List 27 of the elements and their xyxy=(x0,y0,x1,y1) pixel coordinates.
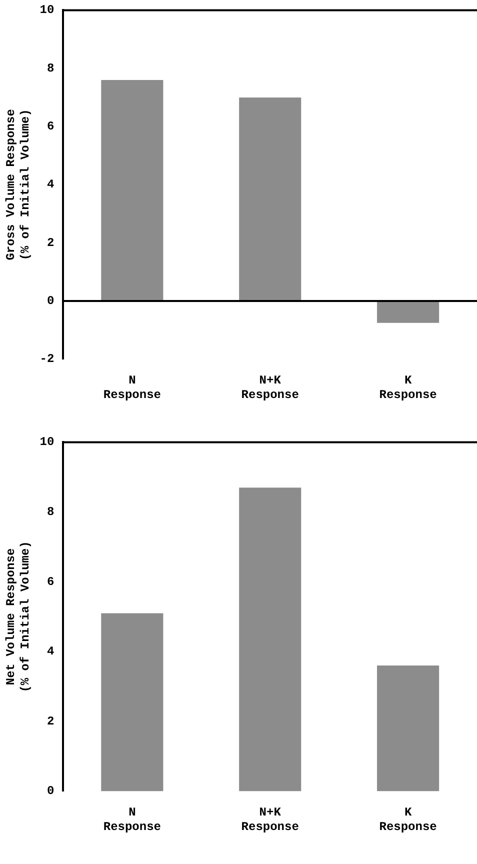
y-tick-label: 2 xyxy=(47,236,54,250)
y-tick-label: 2 xyxy=(47,714,54,728)
y-tick-label: -2 xyxy=(40,352,54,366)
y-tick-label: 0 xyxy=(47,784,54,798)
bar xyxy=(101,613,164,792)
bar xyxy=(101,80,164,302)
y-axis-title: Gross Volume Response (% of Initial Volume) xyxy=(4,109,33,260)
bar xyxy=(377,666,440,792)
x-tick-label: K Response xyxy=(379,805,437,834)
y-tick-label: 10 xyxy=(40,435,54,450)
y-tick-label: 8 xyxy=(47,61,54,76)
x-tick-label: N+K Response xyxy=(241,373,299,402)
x-tick-label: N+K Response xyxy=(241,805,299,834)
y-tick-label: 8 xyxy=(47,505,54,520)
x-tick-label: N Response xyxy=(103,805,161,834)
bar xyxy=(239,488,302,792)
y-tick-label: 6 xyxy=(47,120,54,134)
bar xyxy=(239,97,302,302)
y-tick-label: 0 xyxy=(47,294,54,308)
bar xyxy=(377,301,440,323)
x-tick-label: K Response xyxy=(379,373,437,402)
x-tick-label: N Response xyxy=(103,373,161,402)
y-tick-label: 4 xyxy=(47,178,54,192)
y-tick-label: 4 xyxy=(47,644,54,659)
y-tick-label: 6 xyxy=(47,574,54,589)
y-axis-title: Net Volume Response (% of Initial Volume) xyxy=(4,541,33,692)
y-tick-label: 10 xyxy=(40,3,54,18)
